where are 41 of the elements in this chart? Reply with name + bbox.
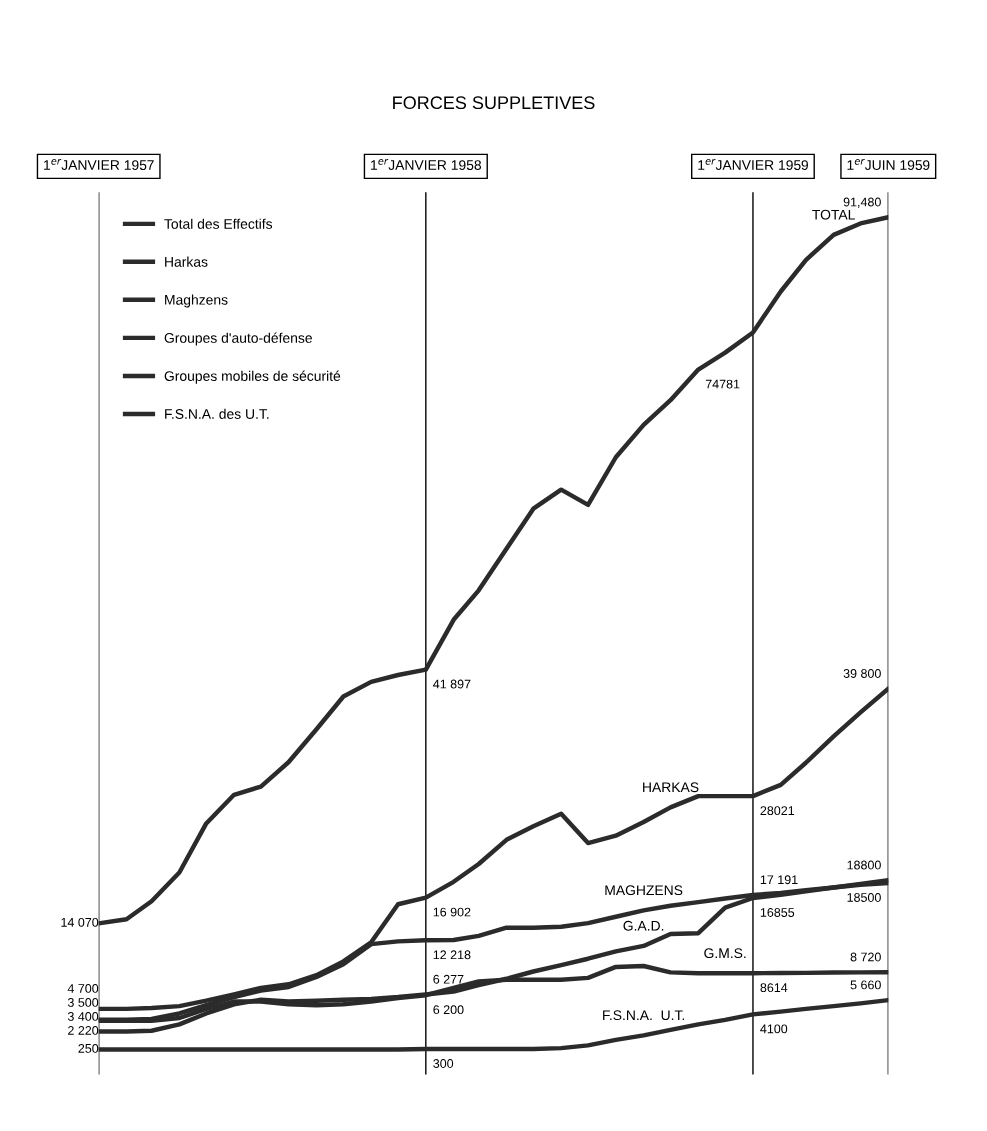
x-tick-label: 1$^{er}$JANVIER 1958 [371,159,482,171]
data-label: 3 400 [67,1012,99,1021]
data-label: 17 191 [760,875,798,885]
legend-label: Total des Effectifs [164,218,273,229]
data-label: 6 200 [433,1005,464,1015]
annotation: MAGHZENS [605,885,683,896]
annotation: G.A.D. [623,920,664,931]
data-label: 4100 [760,1024,788,1034]
data-label: 28021 [760,806,795,816]
data-label: 2 220 [68,1026,99,1035]
data-label: 41 897 [433,679,471,689]
annotation: F.S.N.A. U.T. [603,1010,685,1021]
legend-label: Groupes mobiles de sécurité [164,370,341,384]
data-label: 39 800 [843,669,881,678]
data-label: 6 277 [433,974,464,984]
legend-label: Groupes d'auto-défense [164,332,312,346]
x-tick-label: 1$^{er}$JANVIER 1959 [698,159,808,171]
data-label: 300 [433,1059,454,1068]
legend-label: F.S.N.A. des U.T. [165,408,269,419]
data-label: 8614 [760,983,788,993]
data-label: 250 [78,1043,99,1053]
data-label: 4 700 [67,984,99,993]
data-label: 5 660 [850,980,881,990]
data-label: 12 218 [433,950,471,960]
x-tick-label: 1$^{er}$JUIN 1959 [847,159,930,171]
data-label: 16855 [760,908,795,917]
data-label: 16 902 [433,907,471,917]
data-label: 91,480 [843,197,881,208]
legend-label: Maghzens [165,294,228,308]
chart-title: FORCES SUPPLETIVES [393,96,595,110]
annotation: HARKAS [643,782,699,793]
annotation: G.M.S. [704,948,746,959]
data-label: 74781 [705,379,740,389]
data-label: 18500 [847,893,881,902]
x-tick-label: 1$^{er}$JANVIER 1957 [44,159,154,171]
annotation: TOTAL [812,209,855,220]
data-label: 14 070 [61,917,99,927]
data-label: 3 500 [67,998,99,1007]
legend-label: Harkas [165,256,208,267]
data-label: 8 720 [850,952,881,962]
data-label: 18800 [847,860,881,870]
